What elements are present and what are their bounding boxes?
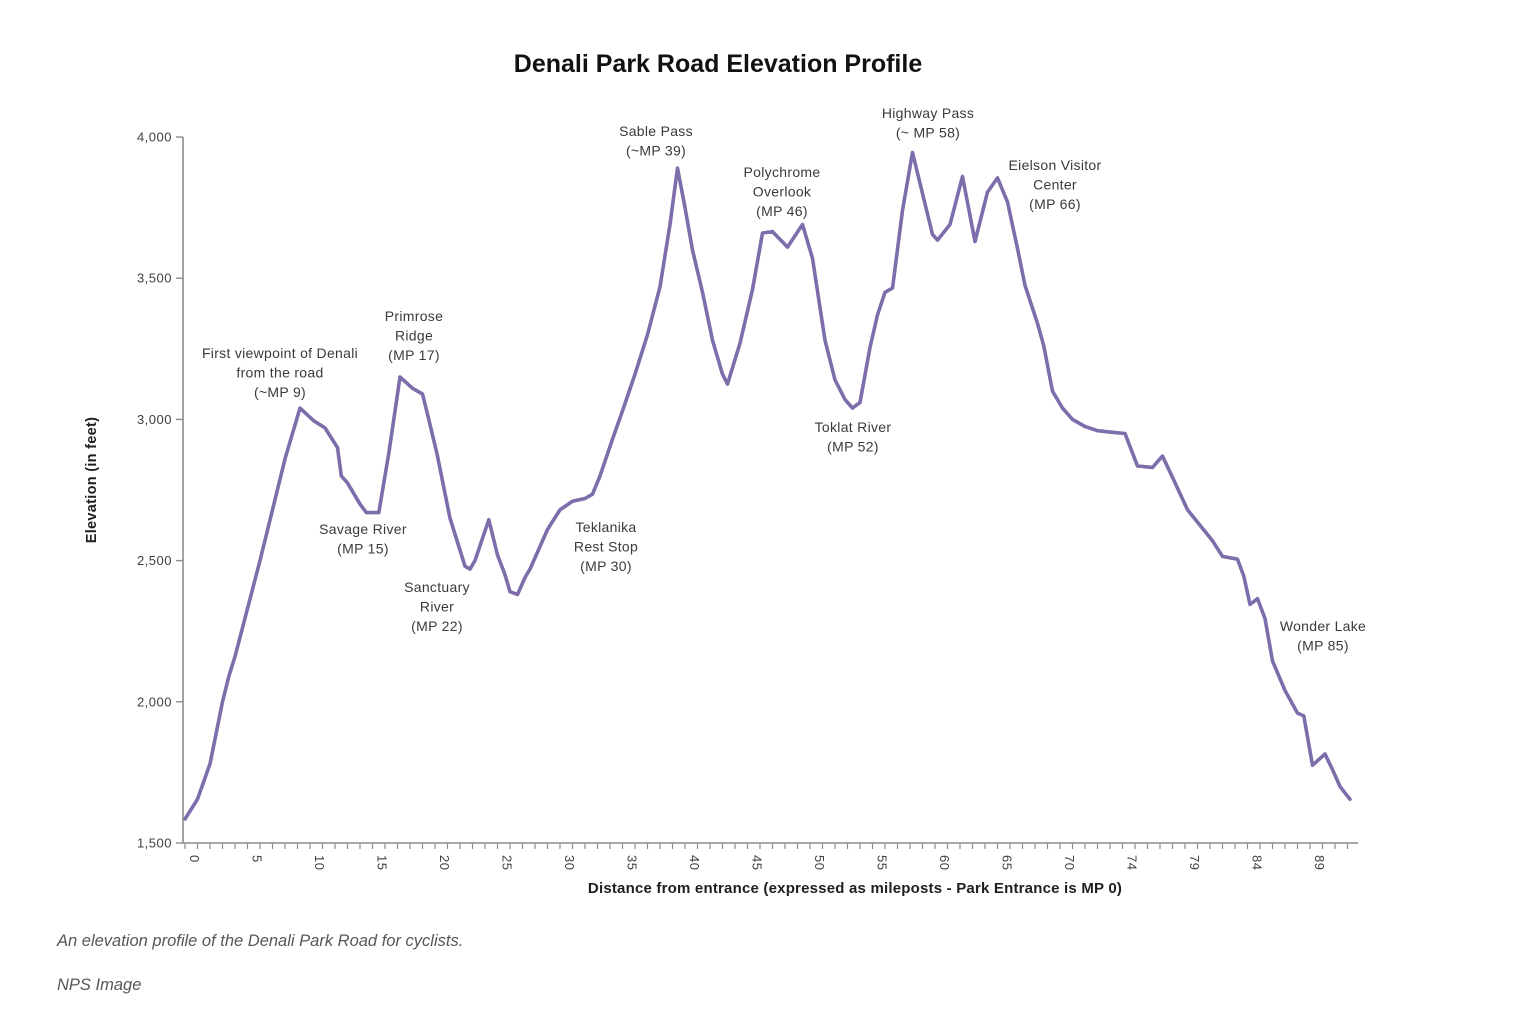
annotation-line: (MP 15)	[337, 541, 389, 557]
annotation-primrose-ridge: Primrose Ridge (MP 17)	[385, 308, 443, 363]
nps-credit: NPS Image	[57, 976, 142, 994]
x-tick-label: 55	[875, 855, 890, 870]
y-tick-label: 2,000	[137, 694, 172, 709]
x-tick-label: 0	[187, 855, 202, 863]
x-tick-label: 15	[375, 855, 390, 870]
x-tick-label: 35	[625, 855, 640, 870]
annotation-line: First viewpoint of Denali	[202, 345, 358, 361]
x-tick-label: 79	[1187, 855, 1202, 870]
annotation-eielson-visitor-center: Eielson Visitor Center (MP 66)	[1009, 157, 1102, 212]
annotation-line: Sanctuary	[404, 579, 470, 595]
x-tick-label: 70	[1062, 855, 1077, 870]
plot-area: 4,000 3,500 3,000 2,500 2,000 1,500 0 5 10 15 20 25…	[137, 105, 1366, 870]
y-tick-label: 3,500	[137, 271, 172, 286]
annotation-line: (MP 30)	[580, 558, 632, 574]
annotation-sable-pass: Sable Pass (~MP 39)	[619, 123, 693, 159]
y-tick-label: 1,500	[137, 836, 172, 851]
annotation-highway-pass: Highway Pass (~ MP 58)	[882, 105, 974, 141]
annotation-line: Teklanika	[575, 519, 636, 535]
x-tick-label: 65	[1000, 855, 1015, 870]
x-tick-label: 25	[500, 855, 515, 870]
annotation-line: (~MP 39)	[626, 143, 686, 159]
annotation-line: (MP 46)	[756, 203, 808, 219]
x-tick-label: 30	[562, 855, 577, 870]
x-tick-label: 89	[1312, 855, 1327, 870]
annotation-line: Polychrome	[744, 164, 821, 180]
figure-caption: An elevation profile of the Denali Park …	[57, 932, 464, 950]
elevation-profile-chart: Denali Park Road Elevation Profile Dista…	[84, 50, 1366, 897]
annotation-line: Savage River	[319, 521, 407, 537]
annotation-line: Primrose	[385, 308, 443, 324]
elevation-line	[183, 150, 1352, 821]
x-tick-label: 50	[812, 855, 827, 870]
x-tick-label: 60	[937, 855, 952, 870]
x-tick-label: 45	[750, 855, 765, 870]
y-tick-label: 4,000	[137, 130, 172, 145]
annotation-first-viewpoint: First viewpoint of Denali from the road (~…	[202, 345, 358, 400]
annotation-line: (MP 66)	[1029, 196, 1081, 212]
annotation-line: Overlook	[753, 184, 812, 200]
annotation-line: Wonder Lake	[1280, 618, 1366, 634]
annotation-line: Rest Stop	[574, 539, 638, 555]
x-tick-label: 40	[687, 855, 702, 870]
annotation-line: (~ MP 58)	[896, 125, 960, 141]
y-tick-label: 3,000	[137, 412, 172, 427]
annotation-line: Ridge	[395, 328, 433, 344]
annotation-line: Eielson Visitor	[1009, 157, 1102, 173]
annotation-line: (~MP 9)	[254, 384, 306, 400]
x-tick-label: 5	[250, 855, 265, 863]
annotation-line: Toklat River	[815, 419, 892, 435]
annotation-savage-river: Savage River (MP 15)	[319, 521, 407, 557]
annotation-line: (MP 17)	[388, 347, 440, 363]
x-tick-label: 84	[1250, 855, 1265, 870]
annotation-line: River	[420, 599, 454, 615]
annotation-line: (MP 52)	[827, 439, 879, 455]
y-axis-title: Elevation (in feet)	[84, 417, 100, 544]
x-tick-label: 74	[1125, 855, 1140, 870]
annotation-line: Highway Pass	[882, 105, 974, 121]
x-tick-label: 10	[312, 855, 327, 870]
annotation-line: (MP 85)	[1297, 638, 1349, 654]
x-axis-title: Distance from entrance (expressed as mil…	[588, 880, 1122, 897]
annotation-polychrome-overlook: Polychrome Overlook (MP 46)	[744, 164, 821, 219]
annotation-toklat-river: Toklat River (MP 52)	[815, 419, 892, 455]
annotation-sanctuary-river: Sanctuary River (MP 22)	[404, 579, 470, 634]
annotation-line: Sable Pass	[619, 123, 693, 139]
annotation-teklanika-rest-stop: Teklanika Rest Stop (MP 30)	[574, 519, 638, 574]
annotation-line: (MP 22)	[411, 618, 463, 634]
y-tick-label: 2,500	[137, 553, 172, 568]
annotation-line: from the road	[236, 365, 323, 381]
chart-title: Denali Park Road Elevation Profile	[514, 50, 923, 78]
x-tick-label: 20	[437, 855, 452, 870]
annotation-line: Center	[1033, 177, 1077, 193]
annotation-wonder-lake: Wonder Lake (MP 85)	[1280, 618, 1366, 654]
